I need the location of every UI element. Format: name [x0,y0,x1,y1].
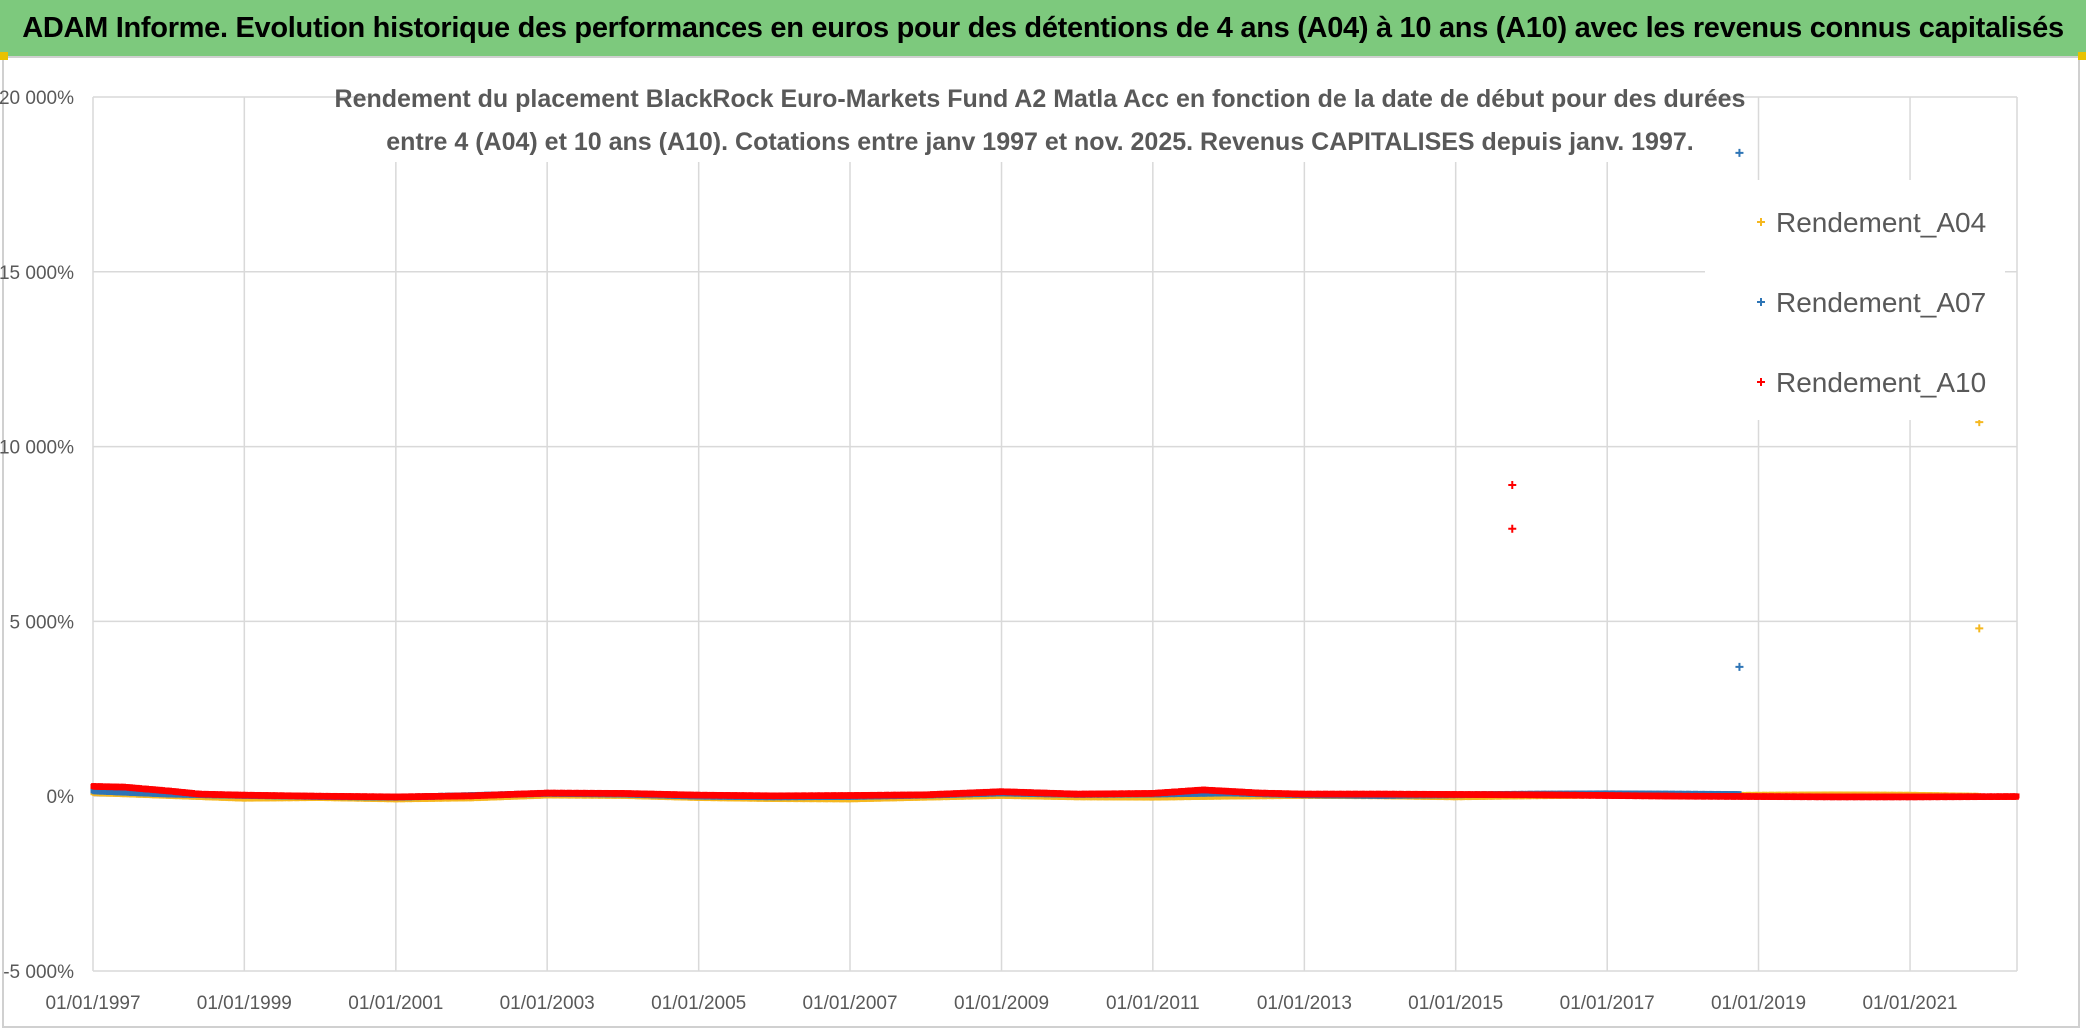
x-tick-label: 01/01/2011 [1106,993,1200,1014]
y-tick-label: -5 000% [3,962,74,983]
y-tick-label: 0% [47,787,75,808]
data-point-outlier [1975,624,1984,633]
x-tick-label: 01/01/2009 [954,993,1049,1014]
series-Rendement_A07 [90,148,1744,801]
report-banner-title: ADAM Informe. Evolution historique des p… [0,0,2086,56]
x-tick-label: 01/01/2021 [1862,993,1957,1014]
x-axis-tick-labels: 01/01/1997 01/01/1999 01/01/2001 01/01/2003… [45,993,1957,1014]
x-tick-label: 01/01/2007 [802,993,897,1014]
frame-corner-marker [2078,52,2086,60]
y-tick-label: 15 000% [0,263,74,284]
x-tick-label: 01/01/1997 [45,993,140,1014]
x-tick-label: 01/01/2013 [1257,993,1352,1014]
x-tick-label: 01/01/2017 [1560,993,1655,1014]
x-tick-label: 01/01/2015 [1408,993,1503,1014]
x-tick-label: 01/01/2019 [1711,993,1806,1014]
frame-corner-marker [0,52,8,60]
x-tick-label: 01/01/2001 [348,993,443,1014]
y-tick-label: 10 000% [0,438,74,459]
series-Rendement_A04 [90,418,1984,803]
y-axis-tick-labels: -5 000% 0% 5 000% 10 000% 15 000% 20 000% [0,88,74,983]
x-tick-label: 01/01/2003 [500,993,595,1014]
y-tick-label: 20 000% [0,88,74,109]
x-tick-label: 01/01/1999 [197,993,292,1014]
x-tick-label: 01/01/2005 [651,993,746,1014]
data-points [90,148,2020,803]
y-tick-label: 5 000% [10,612,75,633]
